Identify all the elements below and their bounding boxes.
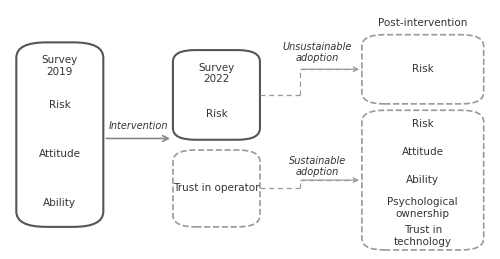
Text: Sustainable
adoption: Sustainable adoption (288, 156, 346, 177)
Text: Attitude: Attitude (39, 149, 81, 159)
Text: Survey
2019: Survey 2019 (42, 55, 78, 77)
FancyBboxPatch shape (362, 110, 484, 250)
Text: Ability: Ability (406, 175, 440, 185)
Text: Risk: Risk (412, 119, 434, 129)
Text: Trust in operator: Trust in operator (173, 183, 260, 193)
Text: Survey
2022: Survey 2022 (198, 63, 234, 84)
FancyBboxPatch shape (362, 35, 484, 104)
FancyBboxPatch shape (16, 42, 104, 227)
Text: Risk: Risk (206, 109, 228, 119)
Text: Unsustainable
adoption: Unsustainable adoption (282, 42, 352, 63)
Text: Trust in
technology: Trust in technology (394, 225, 452, 247)
Text: Risk: Risk (412, 64, 434, 74)
Text: Risk: Risk (49, 100, 70, 110)
FancyBboxPatch shape (173, 50, 260, 140)
Text: Post-intervention: Post-intervention (378, 18, 468, 28)
FancyBboxPatch shape (173, 150, 260, 227)
Text: Attitude: Attitude (402, 147, 444, 157)
Text: Psychological
ownership: Psychological ownership (388, 197, 458, 219)
Text: Ability: Ability (44, 198, 76, 207)
Text: Intervention: Intervention (108, 121, 168, 131)
